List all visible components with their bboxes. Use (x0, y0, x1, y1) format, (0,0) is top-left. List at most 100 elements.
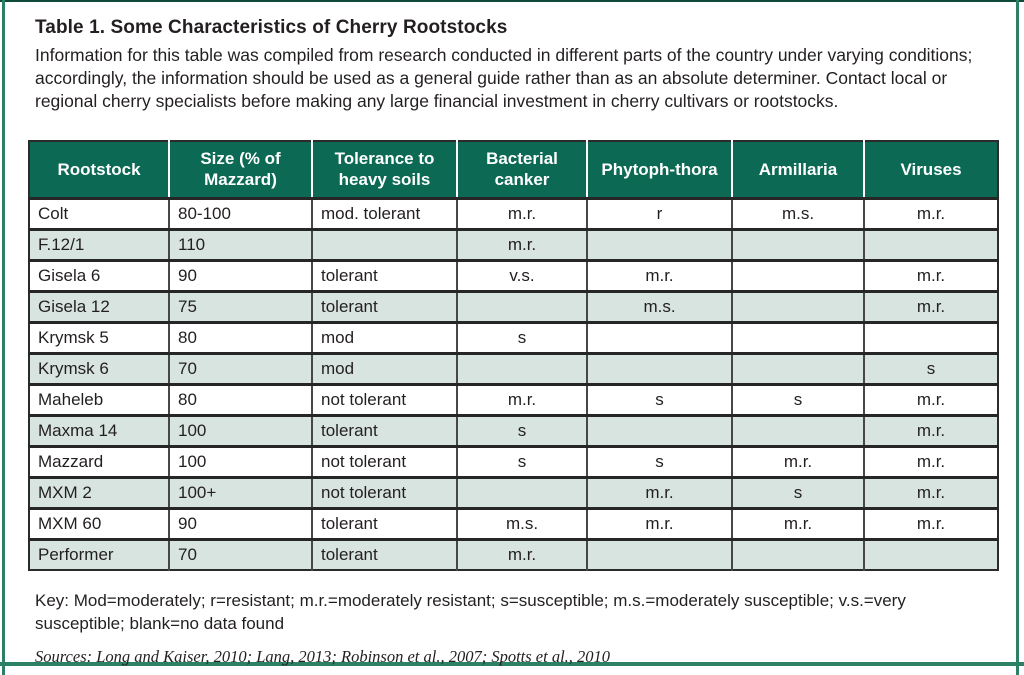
table-cell (586, 413, 732, 447)
table-cell: Maxma 14 (29, 413, 169, 447)
table-cell: Performer (29, 537, 169, 571)
table-cell: tolerant (311, 258, 457, 292)
table-cell: Krymsk 6 (29, 351, 169, 385)
table-cell: s (456, 444, 587, 478)
table-cell: m.s. (586, 289, 732, 323)
table-row: Gisela 6 90 tolerant v.s. m.r. m.r. (29, 258, 998, 292)
table-row: MXM 2 100+ not tolerant m.r. s m.r. (29, 475, 998, 509)
column-header-3: Bacterial canker (456, 141, 587, 200)
column-header-2: Tolerance to heavy soils (311, 141, 457, 200)
table-key: Key: Mod=moderately; r=resistant; m.r.=m… (35, 591, 906, 633)
table-cell: Maheleb (29, 382, 169, 416)
table-cell: 100 (168, 444, 312, 478)
page-top-rule (0, 0, 1024, 2)
table-cell: tolerant (311, 289, 457, 323)
table-description: Information for this table was compiled … (35, 45, 973, 112)
table-cell: m.r. (456, 198, 587, 230)
table-cell: tolerant (311, 537, 457, 571)
table-cell: m.s. (731, 198, 864, 230)
table-body: Colt 80-100 mod. tolerant m.r. r m.s. m.r. F.12… (29, 198, 998, 571)
table-row: Performer 70 tolerant m.r. (29, 537, 998, 571)
table-title: Table 1. Some Characteristics of Cherry … (35, 17, 508, 38)
table-cell: mod (311, 320, 457, 354)
table-cell: m.r. (863, 413, 998, 447)
table-row: Maheleb 80 not tolerant m.r. s s m.r. (29, 382, 998, 416)
table-cell: s (731, 475, 864, 509)
table-cell: m.r. (863, 198, 998, 230)
table-cell: tolerant (311, 413, 457, 447)
table-cell (731, 351, 864, 385)
table-row: Maxma 14 100 tolerant s m.r. (29, 413, 998, 447)
table-cell: mod. tolerant (311, 198, 457, 230)
table-cell: m.r. (863, 506, 998, 540)
table-cell: Gisela 6 (29, 258, 169, 292)
page-right-rule (1016, 0, 1019, 675)
table-cell: s (456, 320, 587, 354)
table-cell (863, 227, 998, 261)
table-cell (731, 289, 864, 323)
table-cell: r (586, 198, 732, 230)
table-cell: 70 (168, 537, 312, 571)
table-cell: 80 (168, 382, 312, 416)
table-cell (456, 475, 587, 509)
table-cell: MXM 2 (29, 475, 169, 509)
table-cell: s (586, 382, 732, 416)
table-cell: 80-100 (168, 198, 312, 230)
table-cell: m.r. (863, 382, 998, 416)
table-cell: s (731, 382, 864, 416)
table-cell: v.s. (456, 258, 587, 292)
column-header-4: Phytoph-thora (586, 141, 732, 200)
table-cell: m.r. (863, 258, 998, 292)
table-cell (731, 258, 864, 292)
table-cell: Colt (29, 198, 169, 230)
table-cell: s (586, 444, 732, 478)
table-cell: m.r. (456, 227, 587, 261)
table-cell (456, 289, 587, 323)
column-header-1: Size (% of Mazzard) (168, 141, 312, 200)
column-header-6: Viruses (863, 141, 998, 200)
table-cell (731, 537, 864, 571)
table-cell: not tolerant (311, 444, 457, 478)
table-cell (586, 537, 732, 571)
rootstock-table: Rootstock Size (% of Mazzard) Tolerance to… (28, 140, 999, 572)
table-cell: m.r. (731, 444, 864, 478)
table-cell: tolerant (311, 506, 457, 540)
table-cell: m.r. (456, 382, 587, 416)
table-cell (731, 413, 864, 447)
table-cell: 70 (168, 351, 312, 385)
table-row: Krymsk 5 80 mod s (29, 320, 998, 354)
table-cell (586, 351, 732, 385)
table-cell: 80 (168, 320, 312, 354)
table-cell: Krymsk 5 (29, 320, 169, 354)
page-bottom-rule (0, 662, 1024, 666)
table-header-row: Rootstock Size (% of Mazzard) Tolerance to… (28, 141, 998, 200)
table-cell: m.r. (586, 475, 732, 509)
table-cell: 90 (168, 506, 312, 540)
table-cell: F.12/1 (29, 227, 169, 261)
table-header: Rootstock Size (% of Mazzard) Tolerance to… (28, 141, 998, 200)
table-cell: not tolerant (311, 382, 457, 416)
table-cell: 75 (168, 289, 312, 323)
table-cell: m.r. (456, 537, 587, 571)
table-cell: s (863, 351, 998, 385)
table-cell: 110 (168, 227, 312, 261)
table-row: MXM 60 90 tolerant m.s. m.r. m.r. m.r. (29, 506, 998, 540)
table-cell (586, 320, 732, 354)
table-cell: m.r. (731, 506, 864, 540)
table-cell: m.r. (863, 289, 998, 323)
table-cell: not tolerant (311, 475, 457, 509)
table-cell: s (456, 413, 587, 447)
table-cell (731, 227, 864, 261)
table-cell: m.r. (863, 475, 998, 509)
table-cell (731, 320, 864, 354)
column-header-0: Rootstock (28, 141, 169, 200)
table-cell: Mazzard (29, 444, 169, 478)
table-cell: Gisela 12 (29, 289, 169, 323)
table-cell: m.r. (586, 506, 732, 540)
table-row: F.12/1 110 m.r. (29, 227, 998, 261)
table-cell: 90 (168, 258, 312, 292)
table-cell (311, 227, 457, 261)
table-row: Gisela 12 75 tolerant m.s. m.r. (29, 289, 998, 323)
